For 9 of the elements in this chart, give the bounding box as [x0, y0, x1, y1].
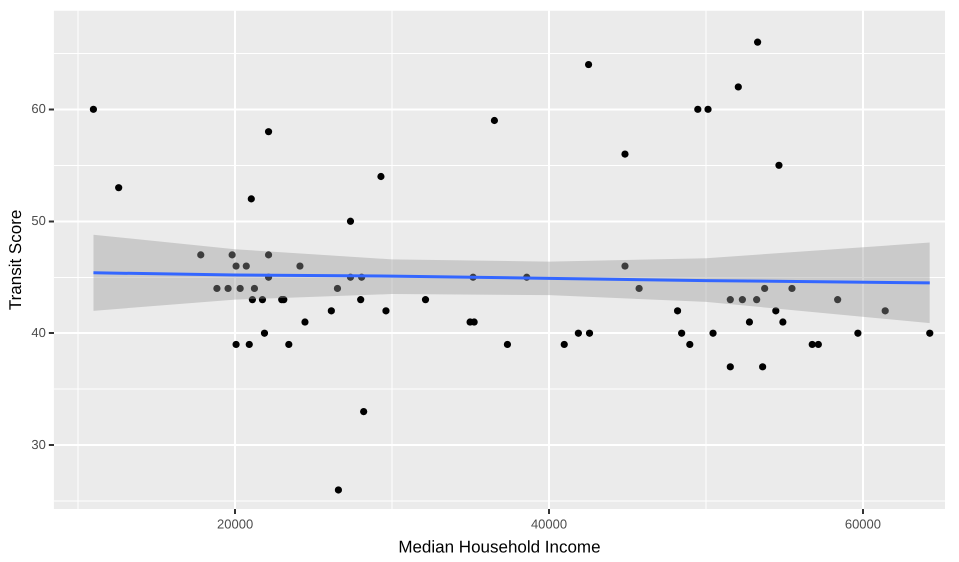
- y-tick-label: 50: [31, 212, 46, 228]
- y-tick-label: 40: [31, 324, 46, 340]
- x-axis-title: Median Household Income: [398, 537, 601, 556]
- x-tick-label: 60000: [844, 516, 881, 532]
- x-tick-label: 40000: [530, 516, 568, 532]
- y-tick-label: 30: [31, 436, 46, 452]
- y-axis-title: Transit Score: [6, 210, 25, 310]
- y-tick-label: 60: [31, 100, 46, 116]
- x-tick-label: 20000: [217, 516, 254, 532]
